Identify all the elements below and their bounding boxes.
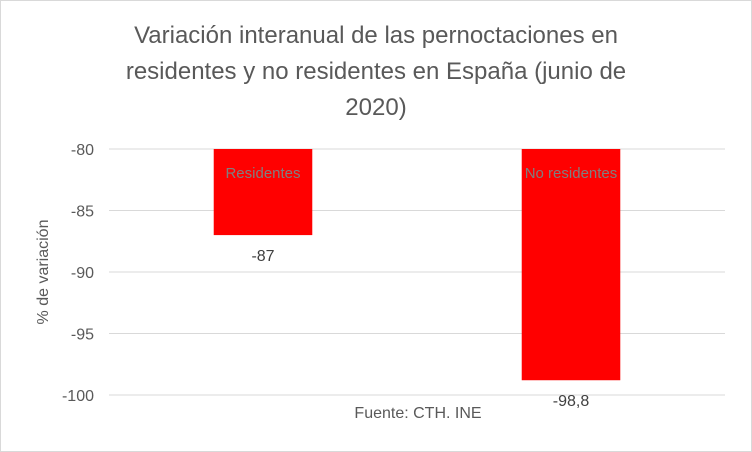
- category-label: No residentes: [525, 165, 618, 182]
- data-label: -87: [251, 248, 274, 265]
- y-axis-label: % de variación: [35, 220, 52, 325]
- y-tick-label: -90: [71, 265, 94, 282]
- y-tick-label: -95: [71, 327, 94, 344]
- category-label: Residentes: [225, 165, 300, 182]
- y-tick-label: -85: [71, 204, 94, 221]
- bar: [521, 149, 621, 381]
- bar: [213, 149, 313, 236]
- chart-title-line-2: residentes y no residentes en España (ju…: [126, 58, 626, 85]
- chart-title: Variación interanual de las pernoctacion…: [126, 22, 626, 121]
- category-labels: Residentes No residentes: [225, 165, 617, 182]
- y-axis-ticks: -80 -85 -90 -95 -100: [62, 142, 94, 405]
- source-note: Fuente: CTH. INE: [354, 405, 481, 422]
- chart-title-line-1: Variación interanual de las pernoctacion…: [134, 22, 618, 49]
- chart-title-line-3: 2020): [345, 94, 406, 121]
- data-label: -98,8: [553, 393, 590, 410]
- y-tick-label: -100: [62, 388, 94, 405]
- y-tick-label: -80: [71, 142, 94, 159]
- gridlines: [109, 148, 725, 396]
- data-labels: -87 -98,8: [251, 248, 589, 410]
- bars: [213, 149, 621, 381]
